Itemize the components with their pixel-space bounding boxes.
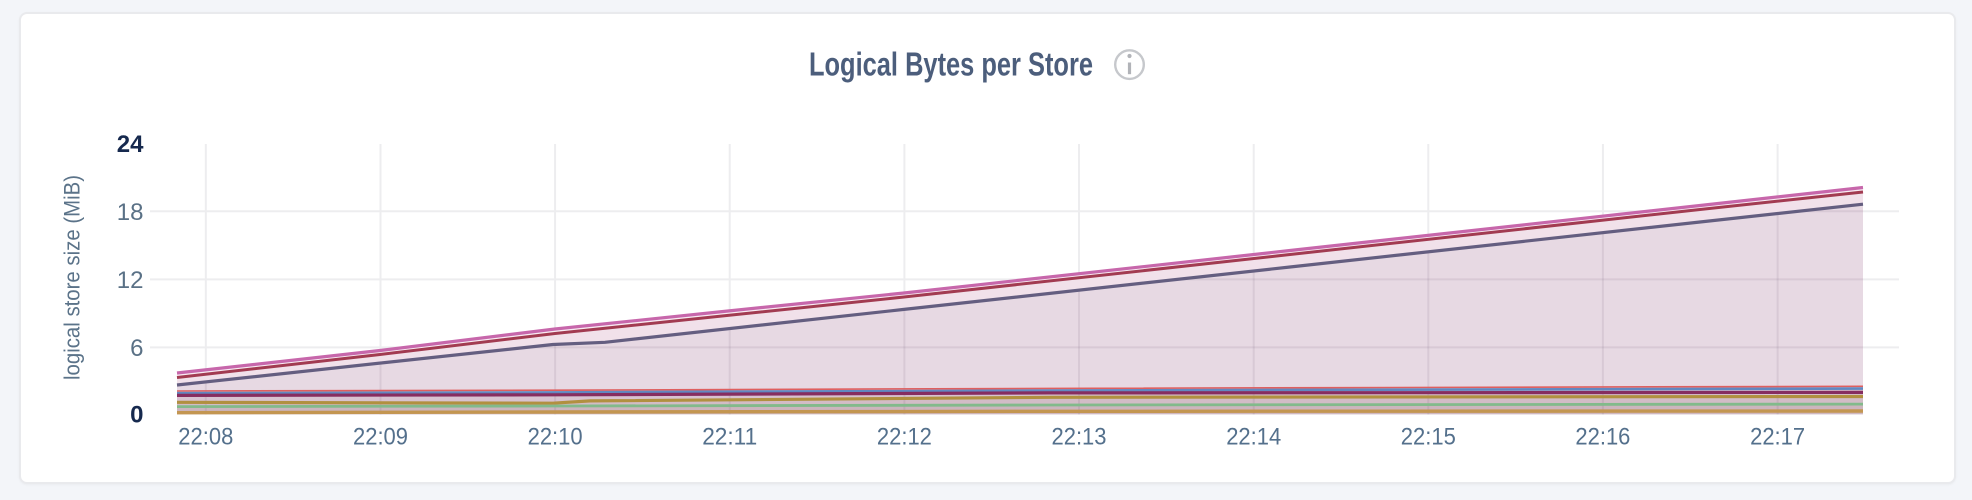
svg-text:22:09: 22:09 <box>353 424 408 451</box>
svg-text:22:08: 22:08 <box>178 424 233 451</box>
svg-text:logical store size (MiB): logical store size (MiB) <box>60 175 85 380</box>
svg-text:22:17: 22:17 <box>1750 424 1805 451</box>
svg-text:22:11: 22:11 <box>702 424 757 451</box>
svg-text:22:12: 22:12 <box>877 424 932 451</box>
svg-text:0: 0 <box>130 402 143 429</box>
svg-text:22:15: 22:15 <box>1401 424 1456 451</box>
svg-text:12: 12 <box>117 267 144 294</box>
svg-text:18: 18 <box>117 199 144 226</box>
svg-text:22:10: 22:10 <box>528 424 583 451</box>
svg-text:22:14: 22:14 <box>1226 424 1281 451</box>
svg-text:22:16: 22:16 <box>1575 424 1630 451</box>
svg-text:6: 6 <box>130 335 143 362</box>
svg-text:Logical Bytes per Store: Logical Bytes per Store <box>809 46 1093 83</box>
svg-text:24: 24 <box>117 131 144 158</box>
svg-text:22:13: 22:13 <box>1052 424 1107 451</box>
